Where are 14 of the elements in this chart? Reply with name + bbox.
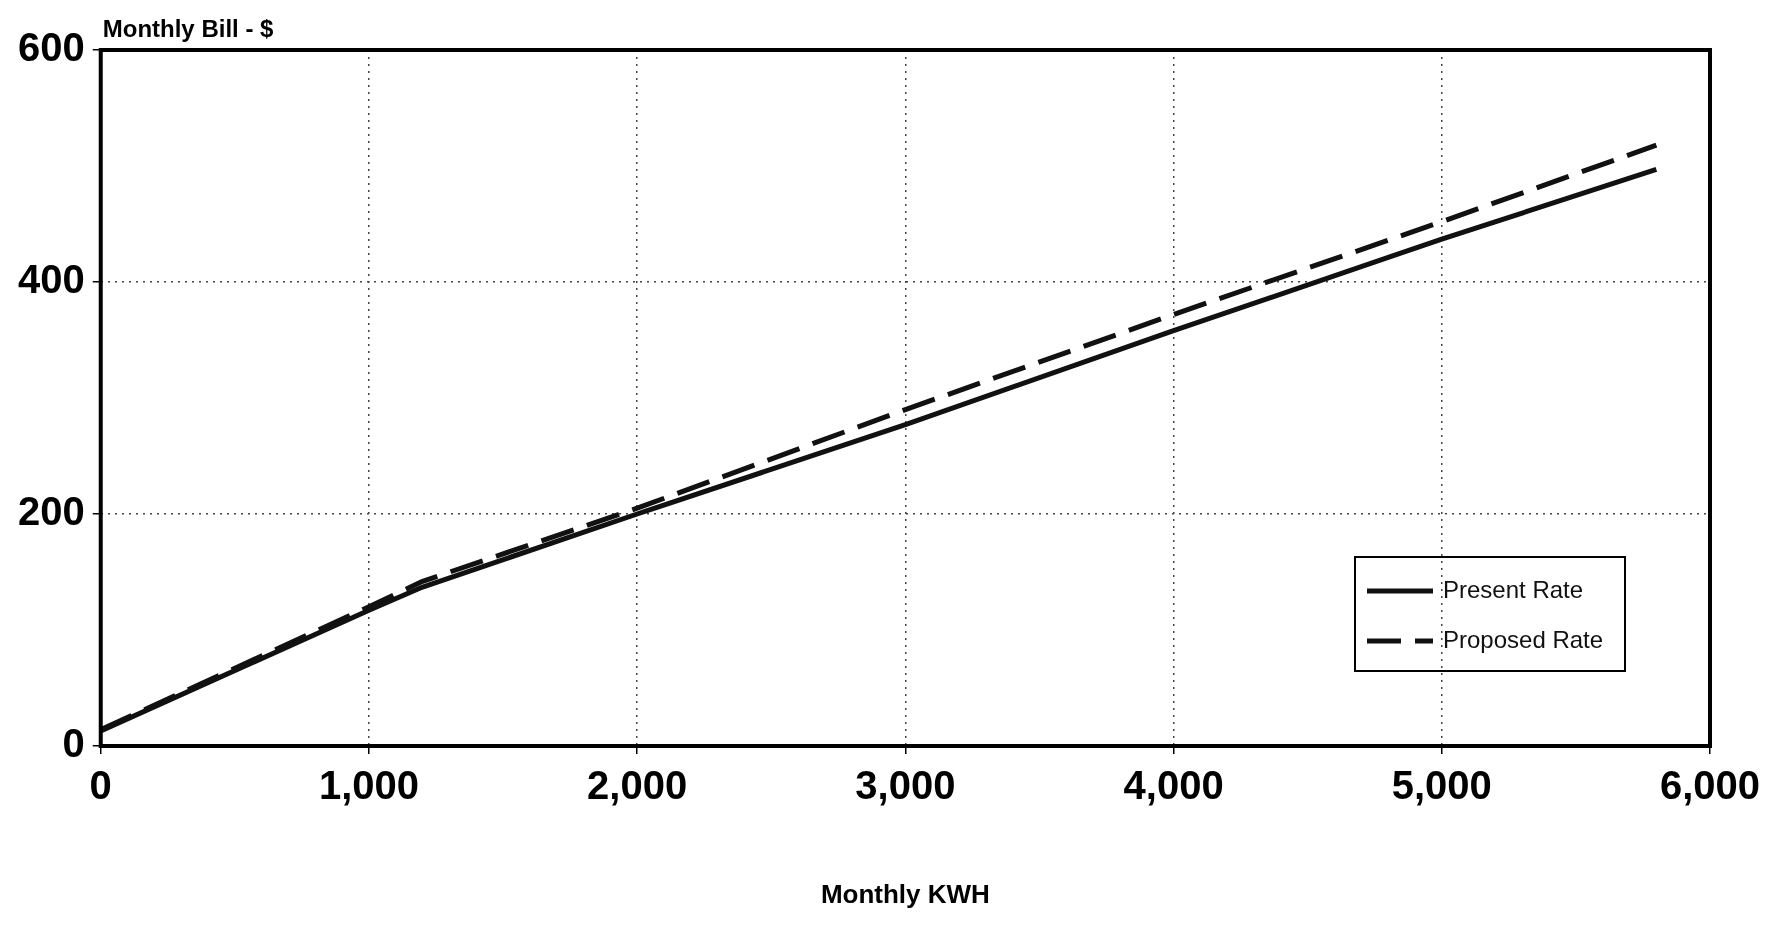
- x-tick-label: 4,000: [1123, 763, 1224, 808]
- legend-label: Proposed Rate: [1443, 625, 1604, 653]
- x-tick-label: 6,000: [1659, 763, 1761, 808]
- x-tick-label: 2,000: [587, 763, 688, 808]
- y-tick-label: 200: [17, 489, 85, 534]
- y-tick-label: 0: [62, 721, 85, 766]
- x-tick-label: 5,000: [1391, 763, 1492, 808]
- y-tick-label: 600: [17, 25, 85, 70]
- y-tick-label: 400: [17, 257, 85, 302]
- x-tick-label: 1,000: [318, 763, 419, 808]
- x-axis-title: Monthly KWH: [820, 879, 990, 910]
- legend-label: Present Rate: [1443, 575, 1584, 603]
- x-tick-label: 3,000: [855, 763, 956, 808]
- y-axis-title: Monthly Bill - $: [102, 14, 275, 42]
